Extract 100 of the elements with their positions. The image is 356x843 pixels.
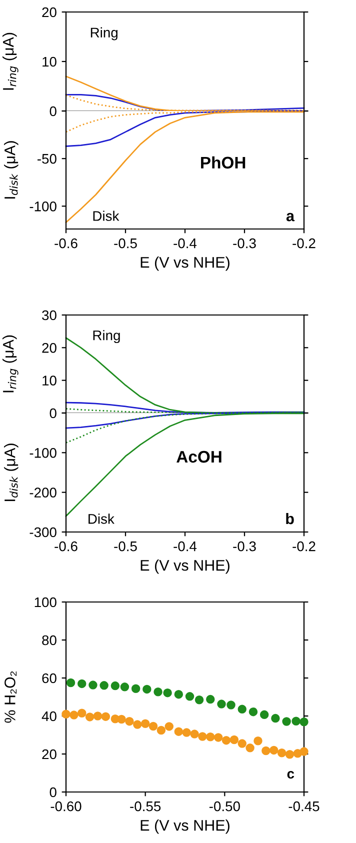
y-tick-label: 0 [50,106,56,116]
annotation: a [286,212,295,222]
point [262,746,270,756]
x-axis-title: E (V vs NHE) [140,560,230,574]
point [93,712,102,720]
x-tick-label: -0.6 [54,238,78,248]
point [277,748,286,758]
x-tick-label: -0.60 [50,801,82,812]
point [185,692,194,701]
point [110,681,120,690]
y-tick-label: -100 [30,201,56,212]
point [77,708,86,718]
x-axis-title: E (V vs NHE) [140,820,230,834]
x-tick-label: -0.4 [174,541,197,552]
x-tick-label: -0.3 [233,238,256,248]
point [217,700,226,708]
annotation: AcOH [176,450,222,463]
point [125,716,134,726]
point [164,722,174,731]
point [120,682,130,692]
y-tick-label: 0 [50,787,56,798]
x-tick-label: -0.5 [114,541,137,552]
point [292,716,300,726]
annotation: c [287,771,294,779]
point [182,728,191,737]
point [140,719,150,728]
y-axis-title: I$_{ring}$ (μA) [2,335,18,392]
x-tick-label: -0.4 [174,238,197,248]
point [77,679,86,688]
annotation: Disk [93,210,120,221]
y-tick-label: 10 [42,56,56,67]
point [282,717,291,726]
x-tick-label: -0.45 [288,801,320,812]
annotation: PhOH [201,156,246,169]
point [300,718,308,726]
y-axis-title: I$_{disk}$ (μA) [4,444,18,502]
point [230,735,239,744]
point [206,694,215,704]
y-axis-title: % H₂O₂ [4,671,17,723]
x-tick-label: -0.50 [209,801,240,812]
point [70,710,78,720]
point [174,727,184,736]
x-tick-label: -0.55 [130,801,161,812]
point [85,712,94,722]
x-tick-label: -0.6 [54,541,78,552]
x-tick-label: -0.2 [292,541,316,552]
point [117,714,126,724]
point [226,700,236,710]
annotation: Disk [88,514,114,524]
y-tick-label: 40 [42,711,56,722]
y-tick-label: 100 [34,597,56,608]
point [190,730,199,738]
point [271,714,280,723]
point [198,732,207,741]
point [248,707,258,716]
y-tick-label: 0 [50,408,56,418]
y-tick-label: -200 [30,488,56,498]
point [194,695,204,704]
point [238,739,246,748]
y-tick-label: -50 [38,154,56,164]
y-axis-title: I$_{ring}$ (μA) [2,32,18,90]
point [260,710,269,720]
x-axis-title: E (V vs NHE) [140,256,230,271]
point [131,684,140,694]
y-tick-label: 80 [42,635,56,646]
point [174,690,184,699]
point [133,720,142,729]
point [142,684,152,694]
point [101,712,110,721]
point [156,726,166,735]
annotation: Ring [90,27,118,40]
point [269,746,278,755]
y-tick-label: 10 [42,376,56,386]
y-tick-label: 20 [42,7,56,18]
annotation: Ring [93,330,120,344]
point [66,678,76,688]
y-axis-title: I$_{disk}$ (μA) [4,141,18,199]
point [163,688,172,698]
y-tick-label: 60 [42,673,56,684]
x-tick-label: -0.5 [114,238,137,248]
point [154,688,162,696]
point [206,732,215,742]
point [148,722,158,731]
x-tick-label: -0.3 [233,541,256,552]
point [246,744,254,752]
point [62,710,70,718]
x-tick-label: -0.2 [292,238,316,248]
point [254,736,262,746]
point [285,750,294,759]
point [100,681,108,690]
point [88,680,98,690]
y-tick-label: -100 [30,448,56,458]
y-tick-label: 30 [42,310,56,320]
y-tick-label: 20 [42,343,56,353]
point [214,733,223,742]
y-tick-label: -300 [30,527,56,538]
annotation: b [286,512,294,524]
point [238,704,246,714]
y-tick-label: 20 [42,749,56,760]
point [300,747,308,756]
